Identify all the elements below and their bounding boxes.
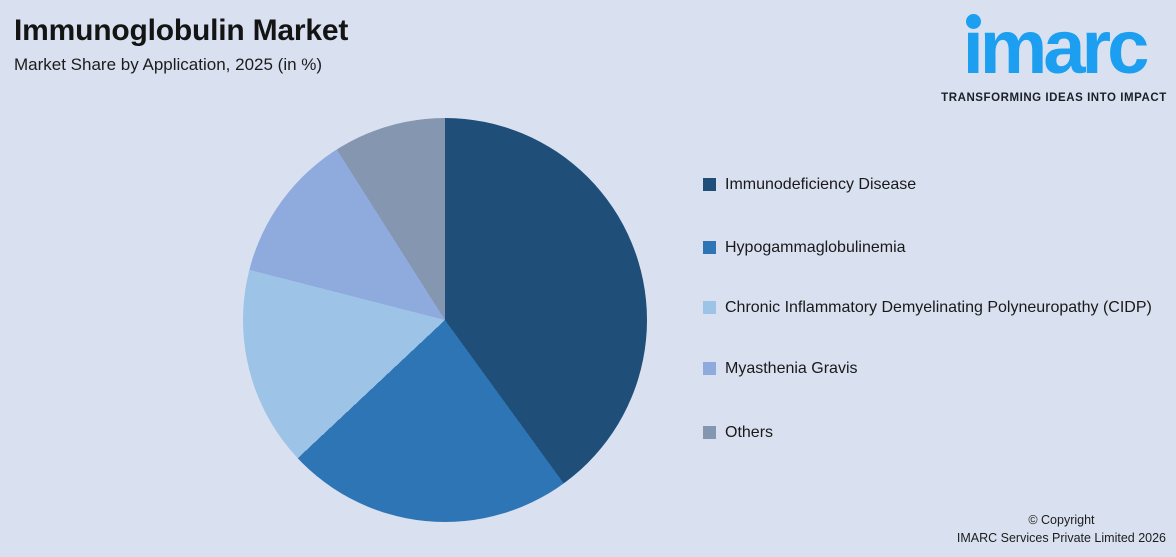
legend-swatch-icon [703, 362, 716, 375]
legend-swatch-icon [703, 426, 716, 439]
copyright-line1: © Copyright [1028, 513, 1095, 527]
legend-label: Chronic Inflammatory Demyelinating Polyn… [725, 299, 1152, 316]
legend-swatch-icon [703, 301, 716, 314]
legend-item-myasthenia-gravis: Myasthenia Gravis [703, 358, 1161, 380]
imarc-logo-wordmark: ımarc [962, 5, 1150, 90]
legend-label: Immunodeficiency Disease [725, 176, 917, 193]
page-title: Immunoglobulin Market [14, 14, 349, 47]
legend-swatch-icon [703, 178, 716, 191]
logo-i-dot-icon [965, 14, 981, 29]
copyright-line2: IMARC Services Private Limited 2026 [956, 530, 1166, 545]
pie-chart [243, 118, 647, 522]
legend-label: Myasthenia Gravis [725, 360, 858, 377]
legend-swatch-icon [703, 241, 716, 254]
copyright-notice: © Copyright IMARC Services Private Limit… [957, 512, 1166, 547]
legend-item-cidp: Chronic Inflammatory Demyelinating Polyn… [703, 297, 1161, 319]
legend-label: Hypogammaglobulinemia [725, 239, 906, 256]
chart-subtitle: Market Share by Application, 2025 (in %) [14, 55, 323, 74]
legend-item-hypogammaglobulinemia: Hypogammaglobulinemia [703, 237, 1161, 259]
chart-header: Immunoglobulin Market Market Share by Ap… [14, 14, 348, 75]
imarc-logo: ımarc TRANSFORMING IDEAS INTO IMPACT [936, 5, 1172, 105]
legend-item-others: Others [703, 422, 1161, 444]
imarc-logo-tagline: TRANSFORMING IDEAS INTO IMPACT [941, 92, 1167, 104]
legend-item-immunodeficiency-disease: Immunodeficiency Disease [703, 174, 1161, 196]
imarc-logo-text: ımarc [962, 5, 1150, 90]
legend-label: Others [725, 424, 774, 441]
